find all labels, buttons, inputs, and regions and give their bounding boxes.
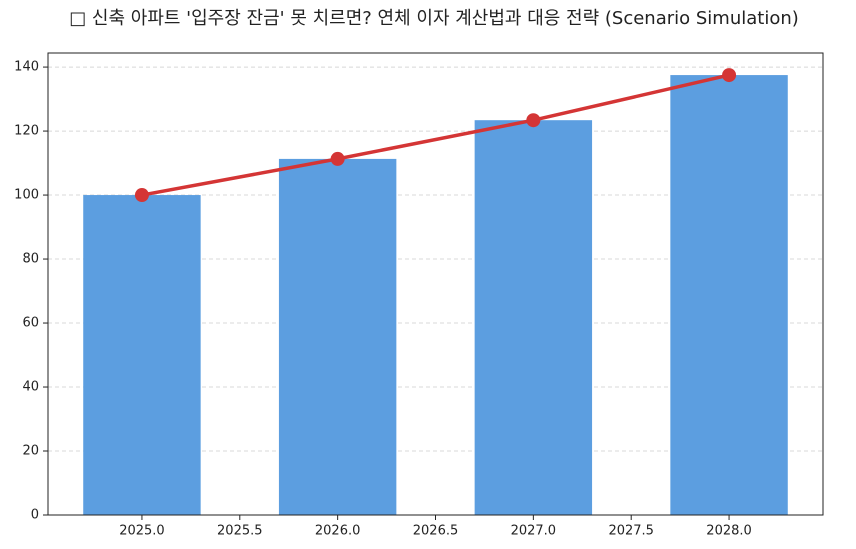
x-tick-label: 2028.0 (706, 524, 752, 539)
y-tick-label: 120 (14, 124, 39, 139)
line-marker (526, 113, 541, 128)
y-tick-label: 100 (14, 188, 39, 203)
line-marker (134, 188, 149, 203)
chart-title: □ 신축 아파트 '입주장 잔금' 못 치르면? 연체 이자 계산법과 대응 전… (69, 8, 799, 29)
bar (474, 120, 593, 516)
bar (670, 75, 788, 516)
y-tick-label: 0 (31, 508, 39, 523)
x-tick-label: 2025.0 (119, 524, 165, 539)
y-tick-label: 80 (22, 252, 39, 267)
bar (278, 158, 397, 515)
y-tick-label: 140 (14, 60, 39, 75)
line-marker (330, 151, 345, 166)
y-tick-label: 60 (22, 316, 39, 331)
y-tick-label: 20 (22, 444, 39, 459)
line-marker (722, 68, 737, 83)
y-tick-label: 40 (22, 380, 39, 395)
plot-frame (47, 52, 824, 516)
x-tick-label: 2025.5 (217, 524, 263, 539)
x-tick-label: 2027.5 (608, 524, 654, 539)
line (141, 73, 730, 197)
x-tick-label: 2026.0 (315, 524, 361, 539)
x-tick-label: 2027.0 (511, 524, 557, 539)
bar (83, 195, 201, 515)
x-tick-label: 2026.5 (413, 524, 459, 539)
